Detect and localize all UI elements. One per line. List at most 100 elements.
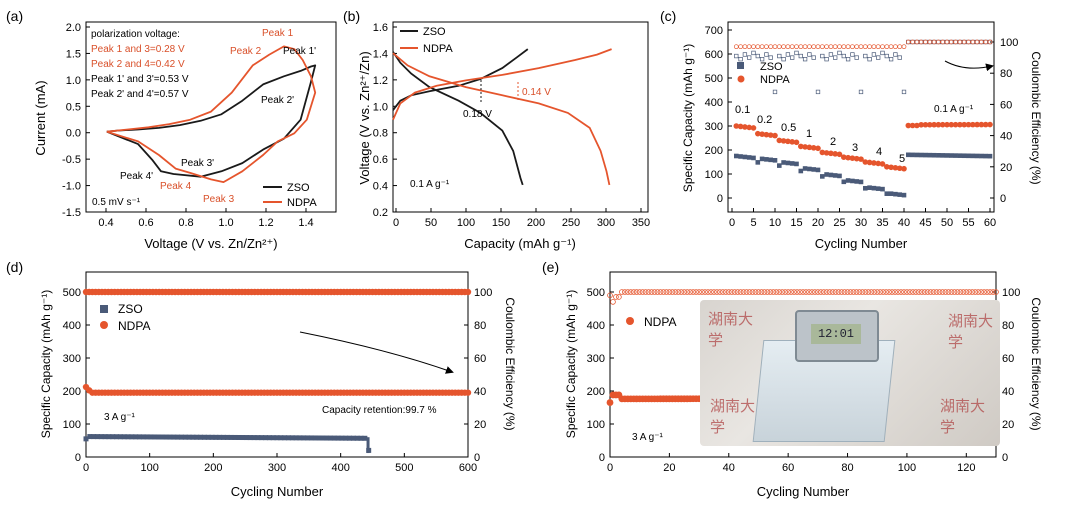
x-axis-label-d: Cycling Number xyxy=(231,484,324,499)
ce-point-ndpa xyxy=(960,289,967,295)
ce-point-zso xyxy=(738,57,743,62)
ce-point-zso xyxy=(845,57,851,62)
data-point-zso xyxy=(785,160,791,166)
data-point-zso xyxy=(979,153,984,159)
data-point-zso xyxy=(832,173,838,178)
ce-point-ndpa xyxy=(794,44,799,50)
y-axis-c-tick-label: 200 xyxy=(705,145,723,157)
ce-point-ndpa xyxy=(966,39,971,45)
panel-a: (a) 0.4 0.6 0.8 1.0 1.2 1.4 -1.5 -1.0 -0.5 0.0 0.5… xyxy=(6,8,337,251)
data-point-zso xyxy=(194,434,200,440)
data-point-zso xyxy=(144,434,150,440)
data-point-zso xyxy=(240,435,246,441)
legend-marker-ndpa-e xyxy=(626,317,634,325)
data-point-zso xyxy=(236,434,242,440)
ce-point-zso xyxy=(794,50,799,56)
y-axis-a-tick-label: 1.5 xyxy=(66,48,81,60)
data-point-zso xyxy=(232,434,238,440)
ce-point-ndpa xyxy=(802,44,808,50)
ce-point-zso xyxy=(790,55,795,60)
ce-point-zso xyxy=(867,57,872,62)
legend-label-zso-b: ZSO xyxy=(423,26,446,38)
legend-label-ndpa-a: NDPA xyxy=(287,197,317,209)
y2-axis-d-tick-label: 60 xyxy=(474,353,486,365)
data-point-zso xyxy=(880,186,885,192)
panel-label-e: (e) xyxy=(542,259,559,275)
ce-point-ndpa xyxy=(850,289,857,295)
data-point-ndpa xyxy=(858,156,864,162)
data-point-zso xyxy=(738,154,743,159)
y-axis-e-tick-label: 300 xyxy=(587,353,605,365)
ce-point-ndpa xyxy=(975,289,981,295)
legend-label-ndpa-b: NDPA xyxy=(423,43,453,55)
data-point-zso xyxy=(970,153,976,159)
ce-point-ndpa xyxy=(722,289,729,295)
data-point-zso xyxy=(98,434,104,440)
ce-point-ndpa xyxy=(781,44,786,50)
rate-label: 0.1 xyxy=(735,104,750,116)
data-point-zso xyxy=(789,161,795,166)
x-axis-c-tick-label: 50 xyxy=(941,217,953,229)
ce-point-ndpa xyxy=(687,289,693,295)
ce-point-ndpa xyxy=(738,44,743,50)
data-point-ndpa xyxy=(780,138,787,144)
data-point-ndpa xyxy=(961,121,967,128)
ce-point-ndpa xyxy=(868,289,875,295)
data-point-zso xyxy=(906,152,911,158)
data-point-zso xyxy=(936,153,941,158)
data-point-zso xyxy=(285,435,291,441)
data-point-zso xyxy=(159,434,165,440)
data-point-zso xyxy=(820,174,825,179)
data-point-zso xyxy=(974,153,980,159)
y2-axis-label-e: Coulombic Efficiency (%) xyxy=(1029,297,1043,430)
ce-point-ndpa xyxy=(877,289,883,295)
plot-frame-d xyxy=(85,271,469,458)
ce-point-ndpa xyxy=(818,289,824,295)
x-axis-a-tick-label: 0.4 xyxy=(98,217,113,229)
ce-point-ndpa xyxy=(858,44,864,50)
ce-point-ndpa xyxy=(875,44,881,50)
ce-point-ndpa xyxy=(690,289,696,295)
ce-point-ndpa xyxy=(798,44,804,50)
x-axis-e-tick-label: 100 xyxy=(898,462,916,474)
data-point-ndpa xyxy=(746,124,752,131)
data-point-zso xyxy=(746,155,752,160)
ce-point-ndpa xyxy=(761,289,768,295)
y-axis-c-tick-label: 400 xyxy=(705,97,723,109)
data-point-ndpa xyxy=(944,121,950,128)
data-point-ndpa xyxy=(742,124,748,130)
ce-point-zso xyxy=(759,57,765,62)
ce-point-ndpa xyxy=(789,44,795,50)
ce-point-ndpa xyxy=(940,39,946,45)
ce-point-ndpa xyxy=(927,39,933,45)
ce-point-ndpa xyxy=(681,289,688,295)
data-point-zso xyxy=(339,435,345,441)
data-point-zso xyxy=(347,435,353,441)
legend-label-ndpa-c: NDPA xyxy=(760,74,790,86)
photo-clock-display: 12:01 xyxy=(811,324,861,344)
data-point-zso xyxy=(910,152,915,158)
ce-point-ndpa xyxy=(979,39,984,45)
ce-point-ndpa xyxy=(731,289,738,295)
x-axis-d-tick-label: 400 xyxy=(331,462,349,474)
x-axis-label-b: Capacity (mAh g⁻¹) xyxy=(464,236,576,251)
ce-point-zso xyxy=(772,89,778,95)
ce-point-ndpa xyxy=(844,289,851,295)
ce-point-ndpa xyxy=(886,289,892,295)
ce-point-ndpa xyxy=(871,44,877,50)
x-axis-b-tick-label: 150 xyxy=(492,217,510,229)
data-point-ndpa xyxy=(755,130,761,137)
data-point-ndpa xyxy=(802,144,808,150)
ce-point-ndpa xyxy=(883,289,889,295)
profile-ndpa-charge xyxy=(392,48,612,121)
rate-label: 5 xyxy=(899,153,905,165)
y2-axis-c-tick-label: 60 xyxy=(1000,99,1012,111)
ce-point-ndpa xyxy=(970,39,976,45)
ce-point-ndpa xyxy=(957,289,964,295)
ce-point-zso xyxy=(781,57,786,62)
data-point-zso xyxy=(83,436,89,442)
data-point-zso xyxy=(811,167,816,172)
rate-label-b: 0.1 A g⁻¹ xyxy=(410,179,450,190)
data-point-zso xyxy=(247,435,253,441)
rate-label-d: 3 A g⁻¹ xyxy=(104,412,136,423)
